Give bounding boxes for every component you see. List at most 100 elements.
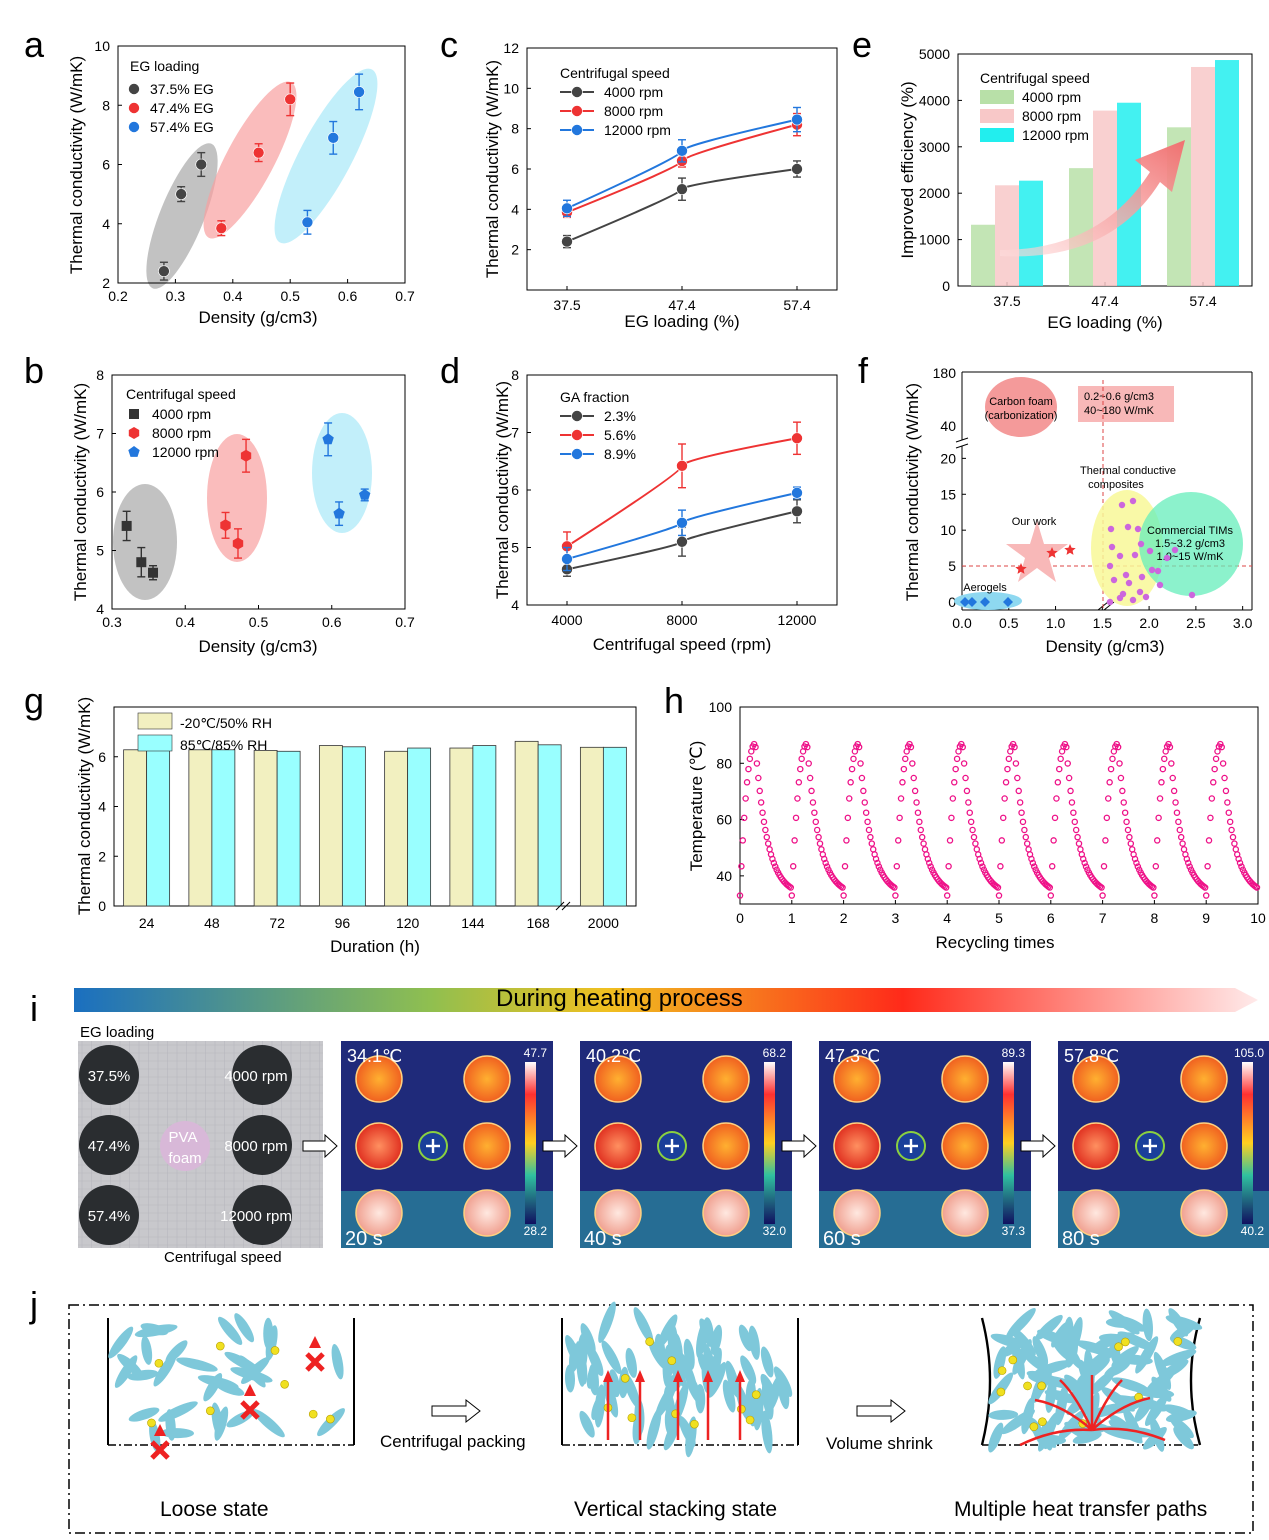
h-point (1155, 814, 1162, 822)
j-eg-flake (230, 1367, 273, 1383)
c-point (676, 183, 688, 195)
d-xtick-label: 12000 (778, 612, 817, 628)
h-point (764, 840, 772, 847)
h-point (1219, 760, 1227, 767)
h-point (1184, 859, 1192, 867)
f-literature-point (1106, 598, 1114, 606)
h-point (995, 892, 1003, 899)
h-point (943, 892, 951, 899)
j-eg-flake (1064, 1374, 1087, 1398)
h-point (1212, 755, 1220, 763)
f-aerogel-point (960, 597, 970, 607)
f-literature-point (1148, 566, 1156, 574)
b-point (359, 488, 371, 500)
h-point (1021, 826, 1028, 834)
ir-sample (833, 1189, 881, 1237)
h-point (1225, 809, 1233, 816)
c-legend-marker (571, 124, 583, 136)
ir-sequence-arrow (302, 1133, 338, 1159)
f-ytick-label: 20 (940, 450, 956, 466)
h-point (925, 859, 933, 867)
h-point (1116, 760, 1123, 767)
c-xtick-label: 47.4 (668, 297, 695, 313)
h-point (808, 787, 815, 795)
h-point (875, 863, 883, 870)
g-legend-entry: -20℃/50% RH (180, 715, 272, 731)
e-xlabel: EG loading (%) (1047, 313, 1162, 332)
h-point (874, 859, 881, 867)
a-legend-entry: 37.5% EG (150, 81, 214, 97)
c-legend-entry: 8000 rpm (604, 103, 663, 119)
ir-sample (833, 1122, 881, 1170)
a-point (327, 132, 340, 144)
f-literature-point (1108, 543, 1116, 551)
j-multi-heat-arrow (1059, 1379, 1094, 1431)
h-point (840, 892, 847, 899)
h-xtick-label: 5 (995, 910, 1003, 926)
h-point (1067, 787, 1074, 795)
h-ytick-label: 100 (709, 699, 733, 715)
e-legend-entry: 8000 rpm (1022, 108, 1081, 124)
h-point (745, 765, 752, 773)
e-ylabel: Improved efficiency (%) (898, 81, 917, 258)
j-multi-heat-arrow (1091, 1427, 1166, 1442)
h-point (1015, 787, 1022, 795)
g-ytick-label: 0 (98, 898, 106, 914)
g-xlabel: Duration (h) (330, 937, 420, 956)
h-point (763, 833, 771, 841)
h-point (921, 846, 929, 853)
h-point (1065, 774, 1073, 782)
h-point (893, 863, 901, 870)
h-point (976, 855, 983, 863)
h-point (822, 859, 829, 867)
h-point (1176, 826, 1184, 834)
j-eg-flake (993, 1346, 1007, 1379)
f-literature-point (1188, 591, 1196, 599)
j-eg-flake (1158, 1359, 1189, 1380)
b-ytick-label: 7 (96, 426, 104, 442)
h-ylabel: Temperature (℃) (687, 741, 706, 872)
h-point (1064, 760, 1071, 767)
h-point (1018, 809, 1025, 816)
j-blocked-path (305, 1352, 325, 1372)
j-pva-node (690, 1419, 699, 1429)
h-point (1127, 840, 1135, 847)
j-eg-flake (1136, 1387, 1175, 1399)
ir-spot-temp: 57.8℃ (1064, 1046, 1119, 1066)
h-point (1153, 837, 1161, 844)
e-bar (1093, 110, 1117, 286)
g-xtick-label: 48 (204, 915, 220, 931)
j-eg-flake (722, 1379, 736, 1413)
h-point (1050, 837, 1057, 844)
c-ylabel: Thermal conductivity (W/mK) (483, 60, 502, 278)
h-point (963, 787, 971, 795)
h-point (952, 765, 959, 773)
h-point (999, 814, 1007, 822)
j-pva-node (737, 1404, 746, 1414)
h-point (1047, 892, 1055, 899)
j-eg-flake (633, 1307, 654, 1344)
j-eg-flake (1169, 1416, 1194, 1439)
j-eg-flake (586, 1360, 600, 1389)
e-bar (1019, 180, 1043, 286)
h-xtick-label: 9 (1202, 910, 1210, 926)
h-point (1029, 859, 1037, 867)
h-point (857, 760, 864, 767)
j-blocked-arrow (309, 1336, 321, 1348)
h-point (1152, 863, 1160, 870)
h-point (1023, 840, 1031, 847)
h-point (864, 818, 871, 826)
d-legend-marker (571, 410, 583, 422)
j-pva-node (154, 1358, 164, 1368)
h-point (811, 809, 818, 816)
photo-pva-foam (160, 1121, 210, 1171)
h-point (766, 846, 773, 853)
j-wall (1189, 1317, 1202, 1446)
c-ytick-label: 12 (503, 40, 519, 56)
h-point (1229, 833, 1237, 841)
j-pva-node (280, 1379, 289, 1389)
f-ytick-label: 180 (933, 365, 957, 381)
h-point (1150, 884, 1157, 891)
d-legend-marker (571, 429, 583, 441)
j-eg-flake (761, 1410, 773, 1454)
